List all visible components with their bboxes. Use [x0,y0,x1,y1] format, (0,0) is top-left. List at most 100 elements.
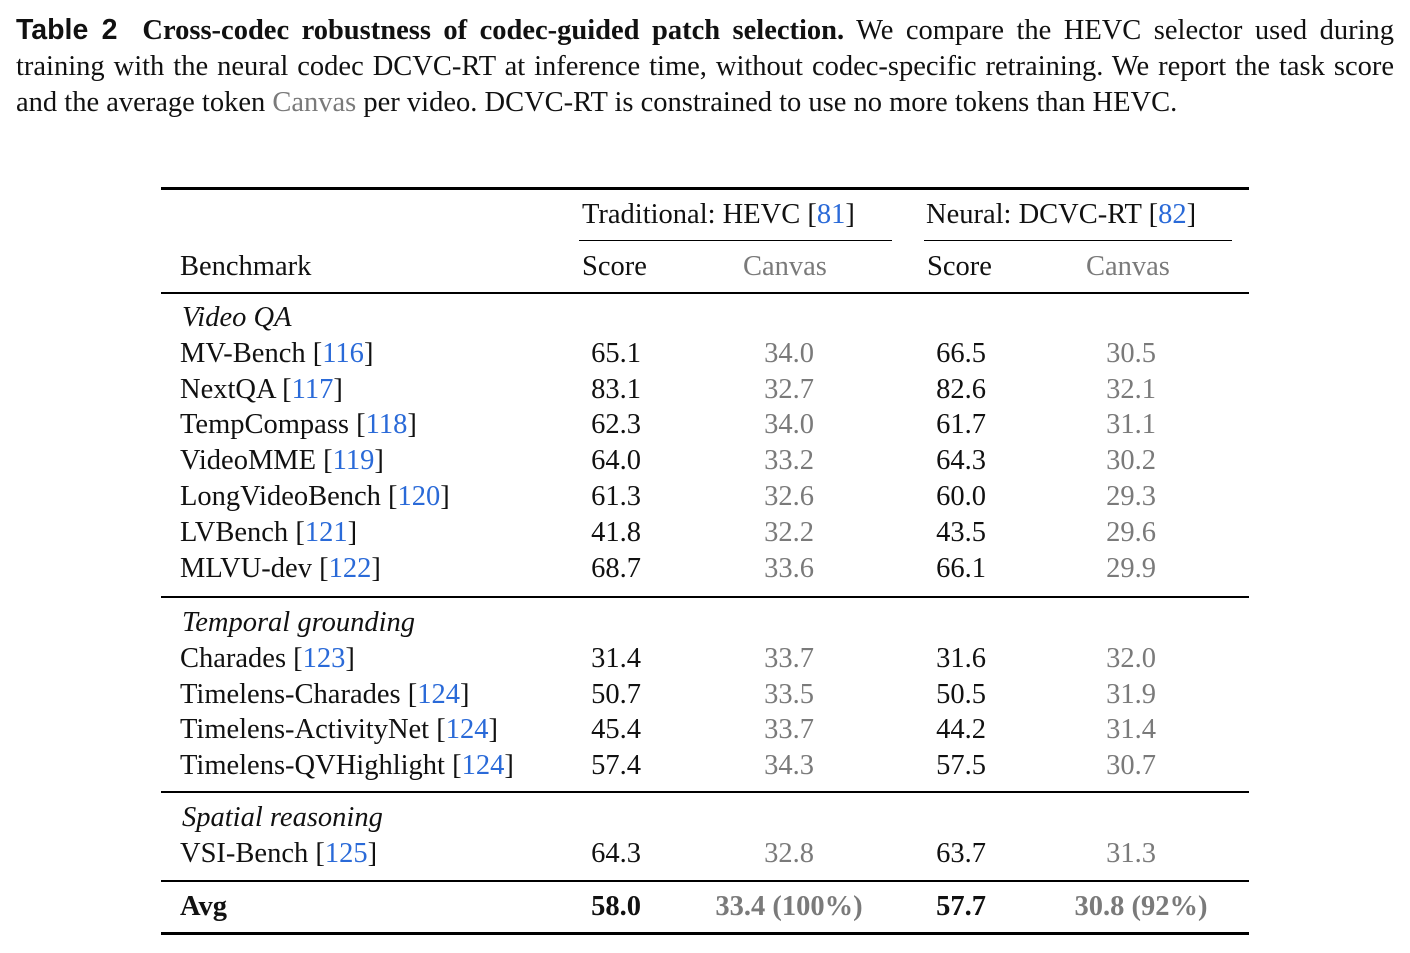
citation-link[interactable]: 123 [302,642,346,674]
table-row-benchmark: LVBench [121] [180,516,358,548]
table-row-benchmark: NextQA [117] [180,373,343,405]
dcvc-score-cell: 60.0 [936,481,986,512]
col-header-dcvc-canvas: Canvas [1086,251,1170,282]
benchmark-name: Timelens-Charades [180,678,401,710]
citation-link[interactable]: 120 [397,481,441,512]
hevc-score-cell: 41.8 [591,516,641,548]
table-row-benchmark: LongVideoBench [120] [180,481,450,512]
col-header-benchmark: Benchmark [180,251,312,282]
benchmark-name: MV-Bench [180,337,306,369]
benchmark-name: Charades [180,642,287,674]
dcvc-canvas-cell: 29.9 [1106,552,1156,584]
citation-link[interactable]: 118 [365,409,408,441]
dcvc-canvas-cell: 32.1 [1106,373,1156,405]
hevc-canvas-cell: 32.7 [764,373,814,405]
benchmark-name: VSI-Bench [180,837,309,869]
hevc-score-cell: 83.1 [591,373,641,405]
citation-link[interactable]: 117 [291,373,334,405]
caption-text-1: We compare the HEVC selector used during… [16,15,1395,118]
hevc-score-cell: 61.3 [591,481,641,512]
section-title: Temporal grounding [182,607,416,638]
benchmark-name: VideoMME [180,445,317,477]
hevc-score-cell: 64.0 [591,445,641,477]
dcvc-score-cell: 44.2 [936,714,986,746]
section-title: Video QA [182,302,292,333]
avg-hevc-canvas: 33.4 (100%) [715,891,863,922]
table-row-benchmark: MV-Bench [116] [180,337,374,369]
citation-link[interactable]: 124 [445,714,489,746]
bottom-rule [161,932,1249,935]
hevc-canvas-cell: 32.8 [764,837,814,869]
citation-link[interactable]: 119 [332,445,375,477]
hevc-score-cell: 68.7 [591,552,641,584]
hevc-score-cell: 64.3 [591,837,641,869]
table-row-benchmark: VideoMME [119] [180,445,384,477]
col-header-hevc-score: Score [582,251,647,282]
citation-link[interactable]: 122 [328,552,372,584]
col-header-dcvc-score: Score [927,251,992,282]
hevc-canvas-cell: 33.2 [764,445,814,477]
benchmark-name: Timelens-ActivityNet [180,714,430,746]
dcvc-score-cell: 82.6 [936,373,986,405]
dcvc-canvas-cell: 31.9 [1106,678,1156,710]
citation-link[interactable]: 121 [304,516,348,548]
ref-81-link[interactable]: 81 [816,199,846,230]
caption-title: Cross-codec robustness of codec-guided p… [142,15,845,46]
benchmark-name: LVBench [180,516,289,548]
dcvc-score-cell: 31.6 [936,642,986,674]
dcvc-score-cell: 63.7 [936,837,986,869]
dcvc-score-cell: 66.1 [936,552,986,584]
header-rule [161,292,1249,294]
table-row-benchmark: VSI-Bench [125] [180,837,378,869]
citation-link[interactable]: 116 [322,337,364,369]
dcvc-canvas-cell: 29.6 [1106,516,1156,548]
hevc-canvas-cell: 33.5 [764,678,814,710]
benchmark-name: Timelens-QVHighlight [180,750,445,782]
section-rule [161,791,1249,793]
table-row-benchmark: Timelens-ActivityNet [124] [180,714,498,746]
table-row-benchmark: TempCompass [118] [180,409,417,441]
benchmark-name: LongVideoBench [180,481,381,512]
citation-link[interactable]: 124 [461,750,505,782]
dcvc-score-cell: 50.5 [936,678,986,710]
table-row-benchmark: Timelens-Charades [124] [180,678,470,710]
avg-rule [161,880,1249,882]
hevc-canvas-cell: 34.0 [764,409,814,441]
avg-dcvc-canvas: 30.8 (92%) [1074,891,1208,922]
hevc-canvas-cell: 33.7 [764,642,814,674]
caption-label: Table 2 [16,14,118,46]
dcvc-canvas-cell: 29.3 [1106,481,1156,512]
group-header-dcvc: Neural: DCVC-RT [82] [926,199,1197,230]
benchmark-name: NextQA [180,373,275,405]
section-rule [161,596,1249,598]
group-header-hevc: Traditional: HEVC [81] [582,199,855,230]
hevc-canvas-cell: 34.0 [764,337,814,369]
dcvc-score-cell: 57.5 [936,750,986,782]
benchmark-name: TempCompass [180,409,349,441]
table-caption: Table 2 Cross-codec robustness of codec-… [16,12,1394,121]
avg-label: Avg [180,891,227,922]
dcvc-score-cell: 43.5 [936,516,986,548]
dcvc-canvas-cell: 30.2 [1106,445,1156,477]
hevc-group-rule [579,240,892,242]
hevc-canvas-cell: 32.2 [764,516,814,548]
hevc-score-cell: 57.4 [591,750,641,782]
dcvc-group-rule [924,240,1232,242]
hevc-score-cell: 45.4 [591,714,641,746]
citation-link[interactable]: 124 [417,678,460,710]
dcvc-canvas-cell: 30.7 [1106,750,1156,782]
hevc-canvas-cell: 33.7 [764,714,814,746]
dcvc-score-cell: 64.3 [936,445,986,477]
hevc-canvas-cell: 34.3 [764,750,814,782]
hevc-canvas-cell: 33.6 [764,552,814,584]
dcvc-canvas-cell: 30.5 [1106,337,1156,369]
caption-text-gray: Canvas [272,87,357,118]
benchmark-name: MLVU-dev [180,552,312,584]
ref-82-link[interactable]: 82 [1158,199,1187,230]
col-header-hevc-canvas: Canvas [743,251,827,282]
caption-text-2: per video. DCVC-RT is constrained to use… [356,87,1178,118]
section-title: Spatial reasoning [182,802,383,833]
top-rule [161,187,1249,190]
avg-hevc-score: 58.0 [591,891,641,922]
citation-link[interactable]: 125 [324,837,368,869]
